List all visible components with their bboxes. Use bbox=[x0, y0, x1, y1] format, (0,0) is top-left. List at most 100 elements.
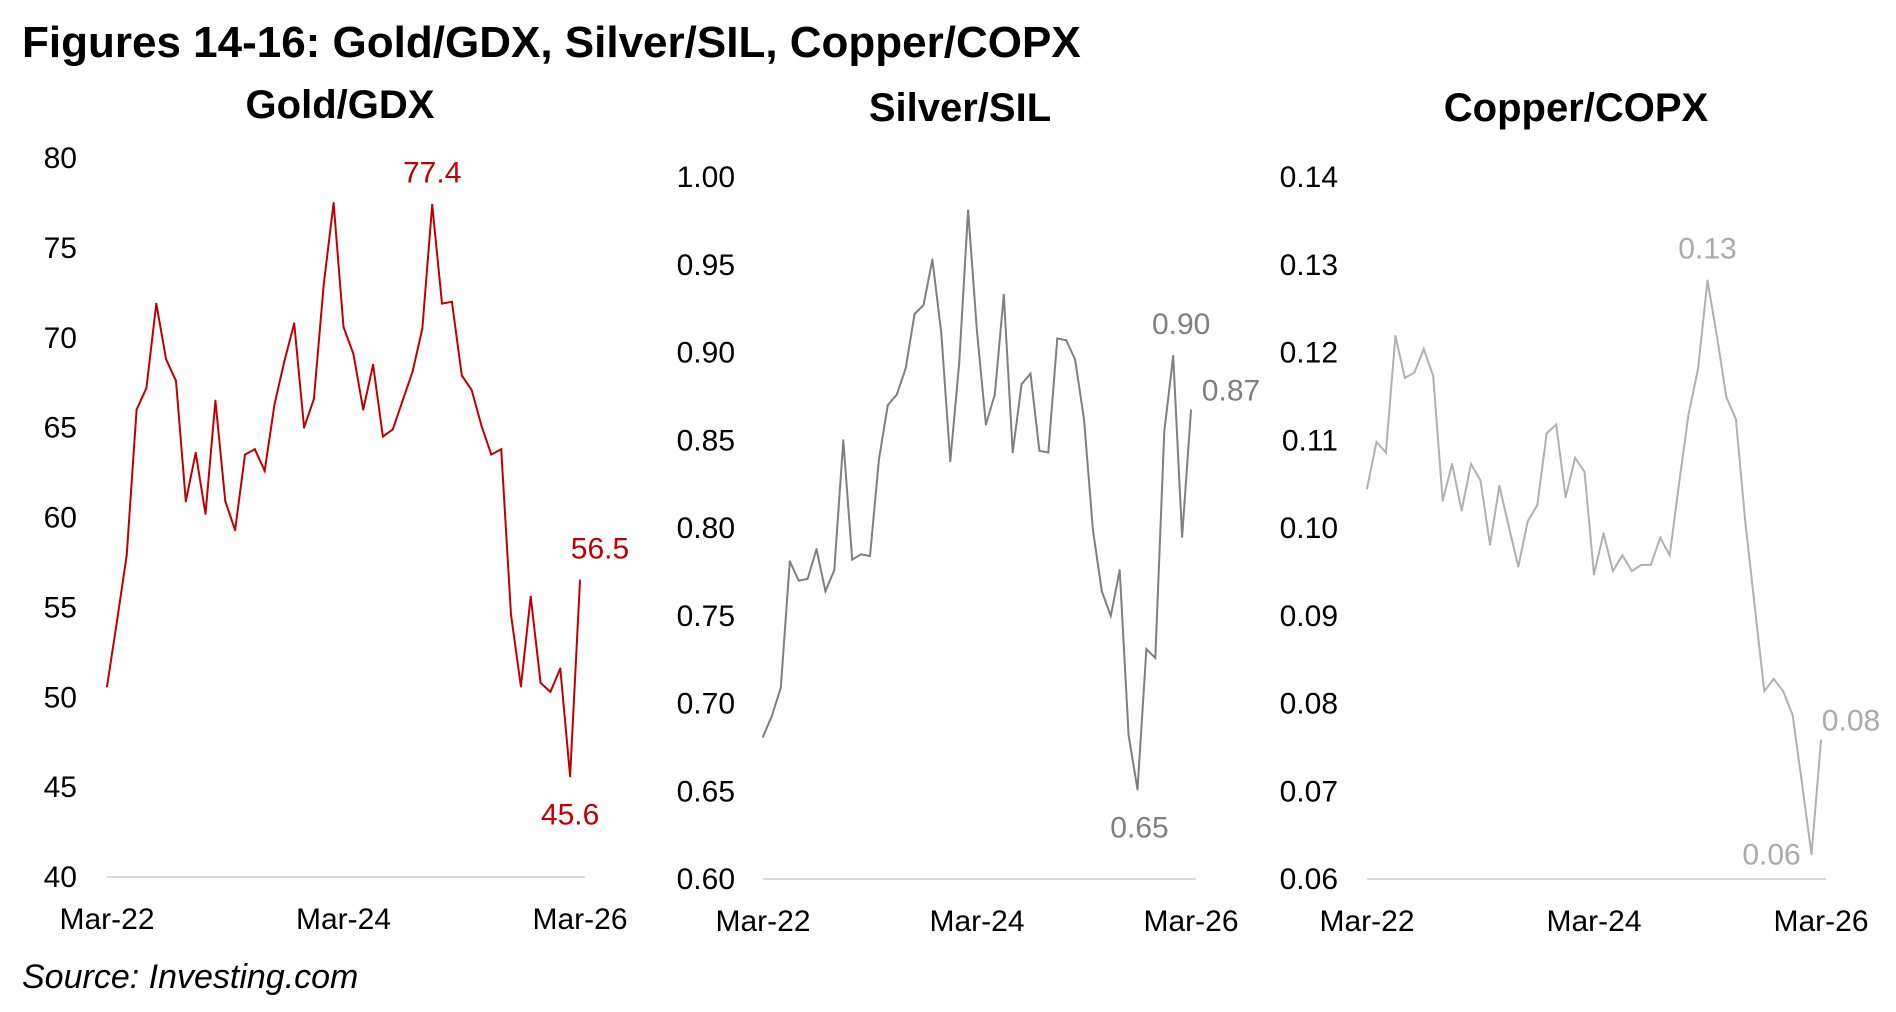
data-point bbox=[1782, 690, 1785, 693]
data-point bbox=[1545, 432, 1548, 435]
data-point bbox=[895, 393, 898, 396]
data-point bbox=[1602, 532, 1605, 535]
data-point bbox=[293, 322, 296, 325]
data-point bbox=[1020, 383, 1023, 386]
data-point bbox=[1422, 347, 1425, 350]
y-tick-label: 65 bbox=[44, 412, 77, 445]
data-point bbox=[1056, 337, 1059, 340]
data-point bbox=[1190, 409, 1192, 412]
chart-title: Gold/GDX bbox=[246, 83, 435, 127]
data-point bbox=[1772, 677, 1775, 680]
data-point bbox=[549, 690, 552, 693]
data-point bbox=[1163, 430, 1166, 433]
data-point bbox=[940, 332, 943, 335]
y-tick-label: 0.65 bbox=[677, 775, 735, 808]
y-tick-label: 55 bbox=[44, 591, 77, 624]
data-point bbox=[869, 555, 871, 558]
data-point bbox=[1083, 418, 1085, 421]
data-label: 45.6 bbox=[541, 798, 599, 831]
data-point bbox=[779, 686, 782, 689]
data-point bbox=[976, 330, 978, 333]
data-point bbox=[529, 595, 532, 598]
data-point bbox=[1366, 487, 1368, 490]
x-tick-label: Mar-24 bbox=[1546, 905, 1641, 938]
data-point bbox=[145, 387, 148, 390]
data-point bbox=[1375, 441, 1378, 444]
data-point bbox=[1744, 520, 1747, 523]
data-point bbox=[569, 775, 572, 778]
data-point bbox=[958, 362, 961, 365]
series-line bbox=[762, 210, 1192, 790]
data-point bbox=[559, 667, 562, 670]
y-tick-label: 0.80 bbox=[677, 512, 735, 545]
data-point bbox=[431, 203, 434, 206]
x-tick-label: Mar-24 bbox=[929, 905, 1024, 938]
data-point bbox=[1145, 648, 1148, 651]
data-point bbox=[1172, 355, 1175, 358]
data-point bbox=[1488, 543, 1491, 546]
data-point bbox=[833, 569, 836, 572]
x-tick-label: Mar-26 bbox=[1143, 905, 1238, 938]
y-tick-label: 0.11 bbox=[1282, 424, 1338, 457]
data-point bbox=[1734, 418, 1737, 421]
y-tick-label: 45 bbox=[44, 771, 77, 804]
data-point bbox=[1441, 499, 1444, 502]
data-point bbox=[1498, 484, 1501, 487]
data-point bbox=[510, 613, 513, 616]
data-point bbox=[1002, 293, 1005, 296]
data-point bbox=[441, 302, 444, 305]
data-point bbox=[1109, 614, 1112, 617]
data-point bbox=[1715, 335, 1718, 338]
data-point bbox=[579, 579, 581, 582]
data-point bbox=[480, 424, 483, 427]
data-point bbox=[1460, 509, 1463, 512]
data-point bbox=[352, 352, 355, 355]
y-tick-label: 80 bbox=[44, 142, 77, 175]
y-tick-label: 0.09 bbox=[1280, 600, 1338, 633]
data-point bbox=[174, 379, 177, 382]
x-tick-label: Mar-22 bbox=[1319, 905, 1414, 938]
y-tick-label: 0.85 bbox=[677, 424, 735, 457]
data-point bbox=[1479, 479, 1482, 482]
data-point bbox=[391, 428, 394, 431]
data-point bbox=[1659, 536, 1662, 539]
data-label: 0.06 bbox=[1742, 838, 1800, 871]
data-point bbox=[1564, 496, 1567, 499]
y-tick-label: 0.70 bbox=[677, 688, 735, 721]
data-point bbox=[762, 735, 764, 738]
data-point bbox=[106, 685, 108, 688]
figure-title: Figures 14-16: Gold/GDX, Silver/SIL, Cop… bbox=[22, 18, 1081, 67]
data-point bbox=[273, 403, 276, 406]
data-point bbox=[500, 448, 503, 451]
data-point bbox=[860, 553, 863, 556]
data-point bbox=[1820, 739, 1822, 742]
series-line bbox=[1366, 280, 1822, 855]
data-point bbox=[922, 304, 925, 307]
data-point bbox=[877, 458, 880, 461]
data-point bbox=[949, 460, 952, 463]
data-point bbox=[1668, 554, 1671, 557]
data-point bbox=[1810, 853, 1813, 856]
data-point bbox=[1091, 528, 1094, 531]
data-point bbox=[1181, 535, 1184, 538]
data-point bbox=[967, 209, 970, 212]
data-point bbox=[253, 448, 256, 451]
data-point bbox=[993, 393, 996, 396]
data-point bbox=[770, 714, 773, 717]
y-tick-label: 0.90 bbox=[677, 337, 735, 370]
data-point bbox=[1630, 569, 1633, 572]
data-point bbox=[155, 302, 158, 305]
data-point bbox=[381, 435, 384, 438]
y-tick-label: 0.60 bbox=[677, 863, 735, 896]
data-point bbox=[362, 408, 365, 411]
data-point bbox=[1038, 449, 1041, 452]
y-tick-label: 0.13 bbox=[1280, 249, 1338, 282]
data-point bbox=[904, 367, 907, 370]
data-point bbox=[1127, 734, 1130, 737]
data-point bbox=[931, 258, 934, 261]
data-label: 56.5 bbox=[571, 532, 629, 565]
y-tick-label: 75 bbox=[44, 232, 77, 265]
data-point bbox=[1791, 713, 1794, 716]
data-point bbox=[224, 500, 227, 503]
